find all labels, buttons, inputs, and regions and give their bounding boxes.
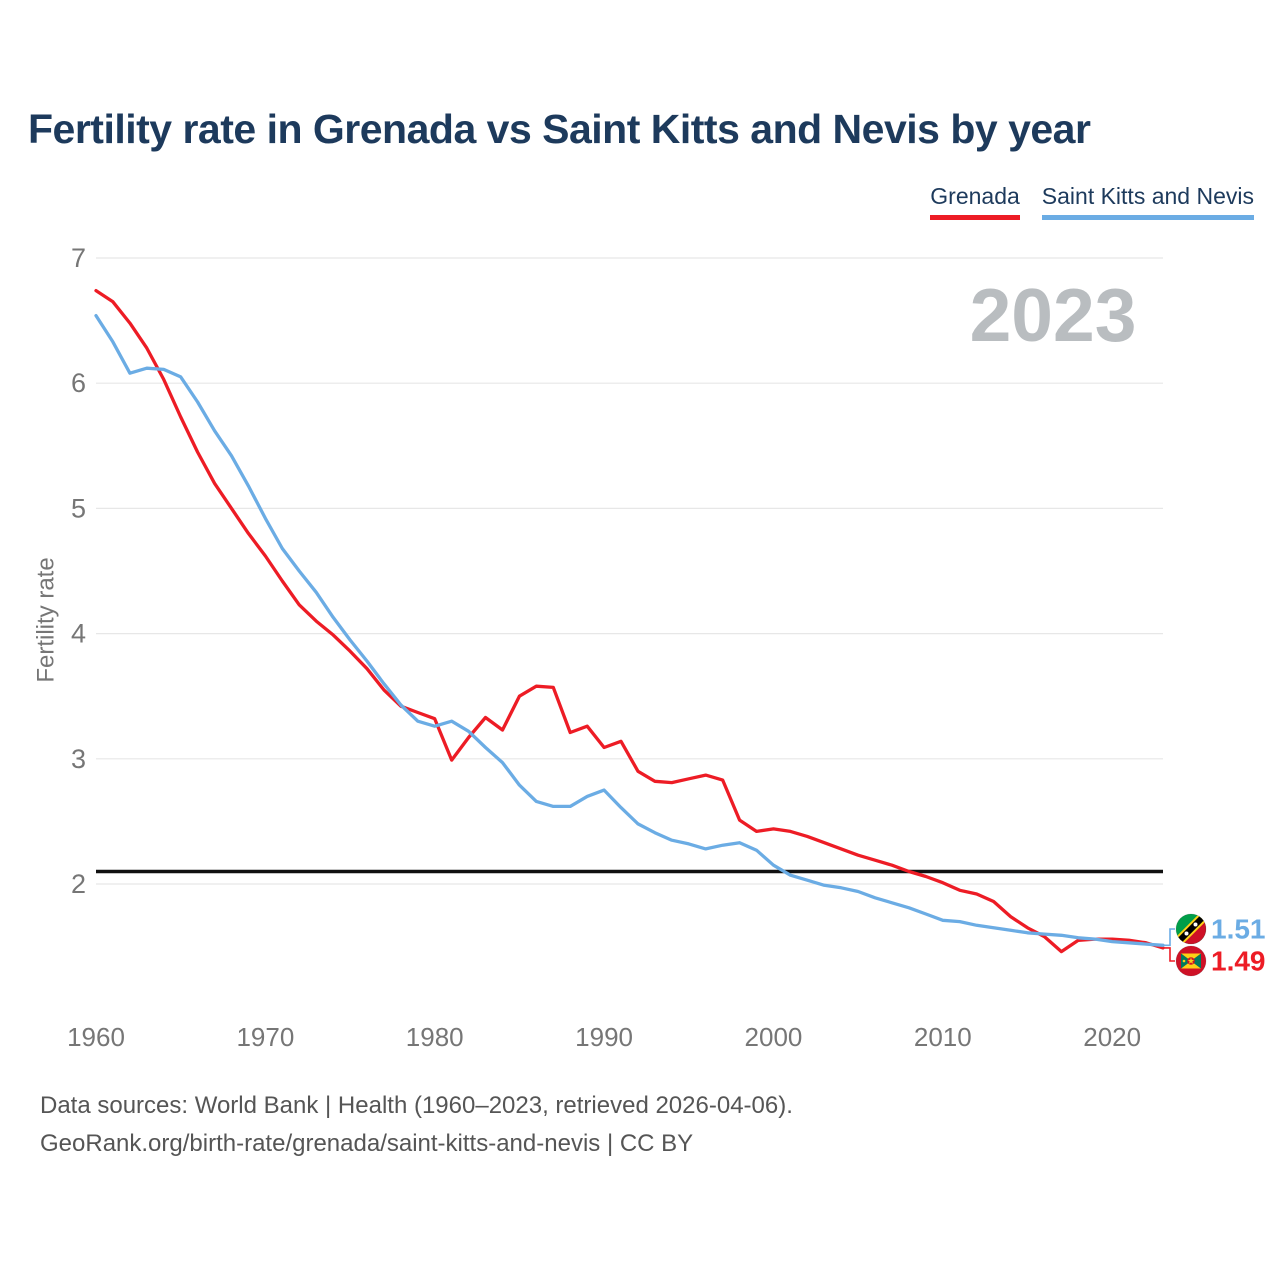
x-tick-label-1970: 1970 [236,1022,294,1052]
saint-kitts-and-nevis-line [94,313,1165,947]
x-tick-label-2020: 2020 [1083,1022,1141,1052]
source-url-text: GeoRank.org/birth-rate/grenada/saint-kit… [40,1130,694,1157]
year-watermark: 2023 [970,273,1137,357]
grenada-end-value-label: 1.49 [1211,946,1266,977]
y-tick-label-6: 6 [71,368,86,398]
grenada-flag-icon [1175,945,1207,977]
y-tick-label-3: 3 [71,744,86,774]
y-tick-label-5: 5 [71,493,86,523]
legend: Grenada Saint Kitts and Nevis [930,183,1254,220]
saint-kitts-and-nevis-end-value-label: 1.51 [1211,914,1266,945]
footer: Data sources: World Bank | Health (1960–… [40,1087,793,1163]
data-sources-text: Data sources: World Bank | Health (1960–… [40,1092,793,1119]
x-tick-label-2000: 2000 [745,1022,803,1052]
saint-kitts-and-nevis-label-connector [1163,928,1175,947]
y-tick-label-7: 7 [71,243,86,273]
x-tick-label-1990: 1990 [575,1022,633,1052]
legend-item-saint-kitts-and-nevis[interactable]: Saint Kitts and Nevis [1041,183,1254,220]
x-tick-label-1980: 1980 [406,1022,464,1052]
chart-title: Fertility rate in Grenada vs Saint Kitts… [28,106,1091,152]
y-axis-title: Fertility rate [33,557,60,682]
x-tick-label-2010: 2010 [914,1022,972,1052]
y-tick-label-2: 2 [71,869,86,899]
grenada-label-connector [1163,947,1175,962]
saint-kitts-and-nevis-flag-icon [1175,913,1207,945]
x-tick-label-1960: 1960 [67,1022,125,1052]
y-tick-label-4: 4 [71,619,86,649]
legend-item-grenada[interactable]: Grenada [930,183,1020,220]
grenada-line [94,288,1165,954]
